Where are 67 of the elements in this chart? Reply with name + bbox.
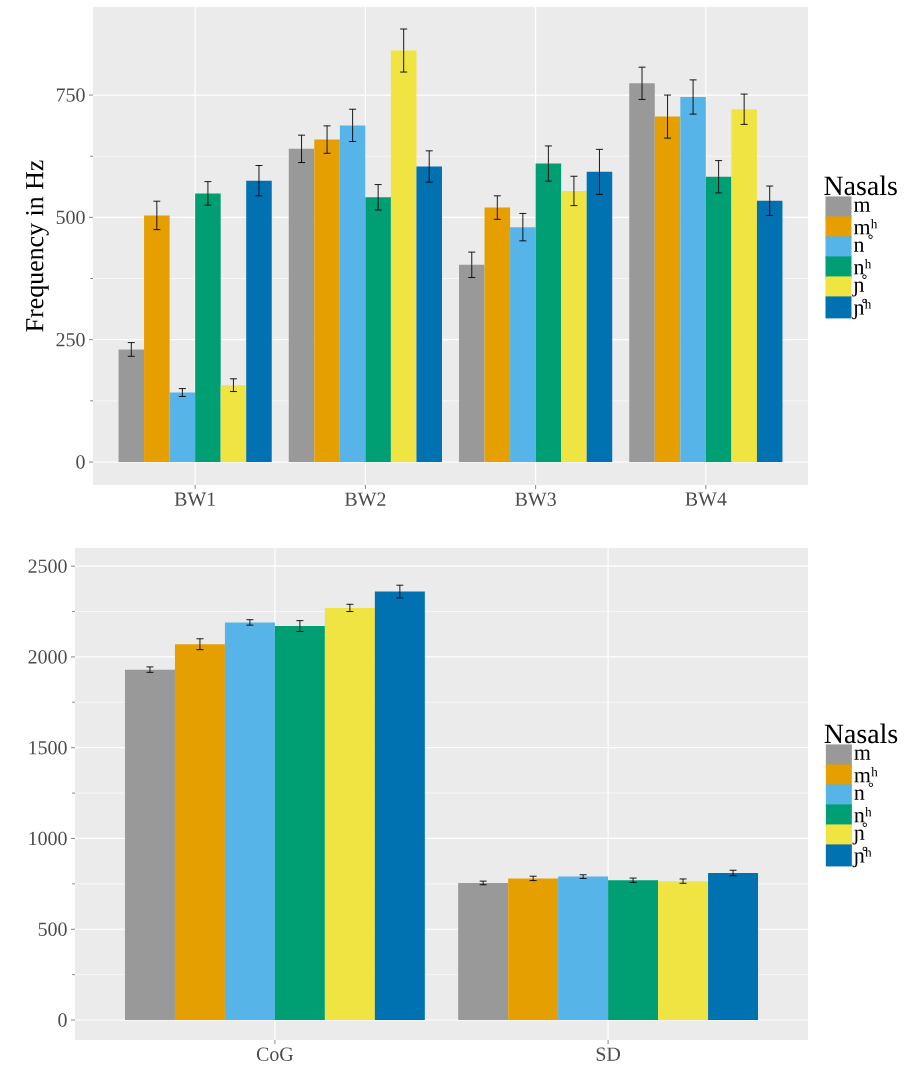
y-tick-label: 0 — [58, 1013, 67, 1027]
bar — [658, 881, 709, 1021]
y-tick-label: 500 — [56, 210, 85, 225]
bar — [314, 139, 340, 462]
bar — [459, 264, 485, 462]
bar — [558, 876, 609, 1021]
bar — [220, 385, 247, 462]
bar — [339, 125, 366, 462]
y-tick-label: 500 — [38, 922, 67, 936]
bar — [324, 607, 375, 1021]
legend-label: m̥ʰ — [854, 767, 878, 787]
legend-label: ɲ̊ʰ — [852, 846, 872, 868]
y-tick-label: 1500 — [29, 740, 67, 755]
y-tick-label: 2500 — [28, 559, 67, 573]
bar — [458, 882, 509, 1021]
legend-title: Nasals — [824, 723, 898, 744]
bar — [144, 215, 170, 462]
legend-title: Nasals — [824, 175, 897, 196]
legend-label: n̥ʰ — [854, 807, 872, 827]
bar — [680, 97, 706, 462]
bar — [246, 180, 272, 462]
bar — [731, 109, 757, 462]
bar — [535, 163, 562, 462]
legend-label: m — [853, 201, 871, 212]
bar — [608, 880, 659, 1021]
legend-label: m — [854, 749, 871, 760]
bar — [756, 200, 783, 462]
bar — [508, 878, 559, 1021]
legend-label: n — [853, 241, 865, 252]
x-tick-label: BW2 — [344, 492, 386, 506]
legend-label: ɲ — [852, 281, 865, 297]
bar — [586, 171, 613, 462]
legend-label: m̥ʰ — [853, 219, 878, 239]
bar — [169, 392, 196, 462]
bar — [365, 197, 391, 462]
bar — [174, 644, 225, 1021]
bar — [561, 190, 587, 462]
x-tick-label: BW3 — [515, 492, 556, 506]
legend-label: n̥ʰ — [853, 259, 872, 279]
bar — [654, 116, 681, 462]
bar — [118, 349, 145, 462]
x-tick-label: BW4 — [685, 492, 727, 506]
y-tick-label: 1000 — [29, 831, 67, 846]
x-tick-label: BW1 — [174, 492, 215, 506]
bar — [629, 83, 655, 462]
bar — [705, 176, 732, 462]
legend-label: ɲ̊ʰ — [852, 298, 872, 320]
bar — [224, 622, 275, 1021]
x-tick-label: CoG — [256, 1047, 294, 1061]
bar — [374, 591, 425, 1021]
bar — [274, 626, 325, 1021]
bar — [708, 872, 759, 1021]
bar — [390, 50, 417, 462]
bar — [195, 193, 221, 462]
legend-label: ɲ — [852, 829, 865, 845]
legend-label: n — [854, 789, 865, 800]
y-tick-label: 2000 — [28, 650, 67, 664]
bar — [484, 207, 511, 462]
y-tick-label: 0 — [76, 455, 85, 469]
bar — [124, 669, 175, 1021]
bar — [510, 227, 536, 462]
x-tick-label: SD — [596, 1047, 621, 1061]
bar — [288, 148, 315, 462]
y-axis-title: Frequency in Hz — [26, 160, 49, 332]
y-tick-label: 750 — [56, 88, 85, 102]
y-tick-label: 250 — [56, 332, 85, 347]
bar — [416, 166, 442, 462]
